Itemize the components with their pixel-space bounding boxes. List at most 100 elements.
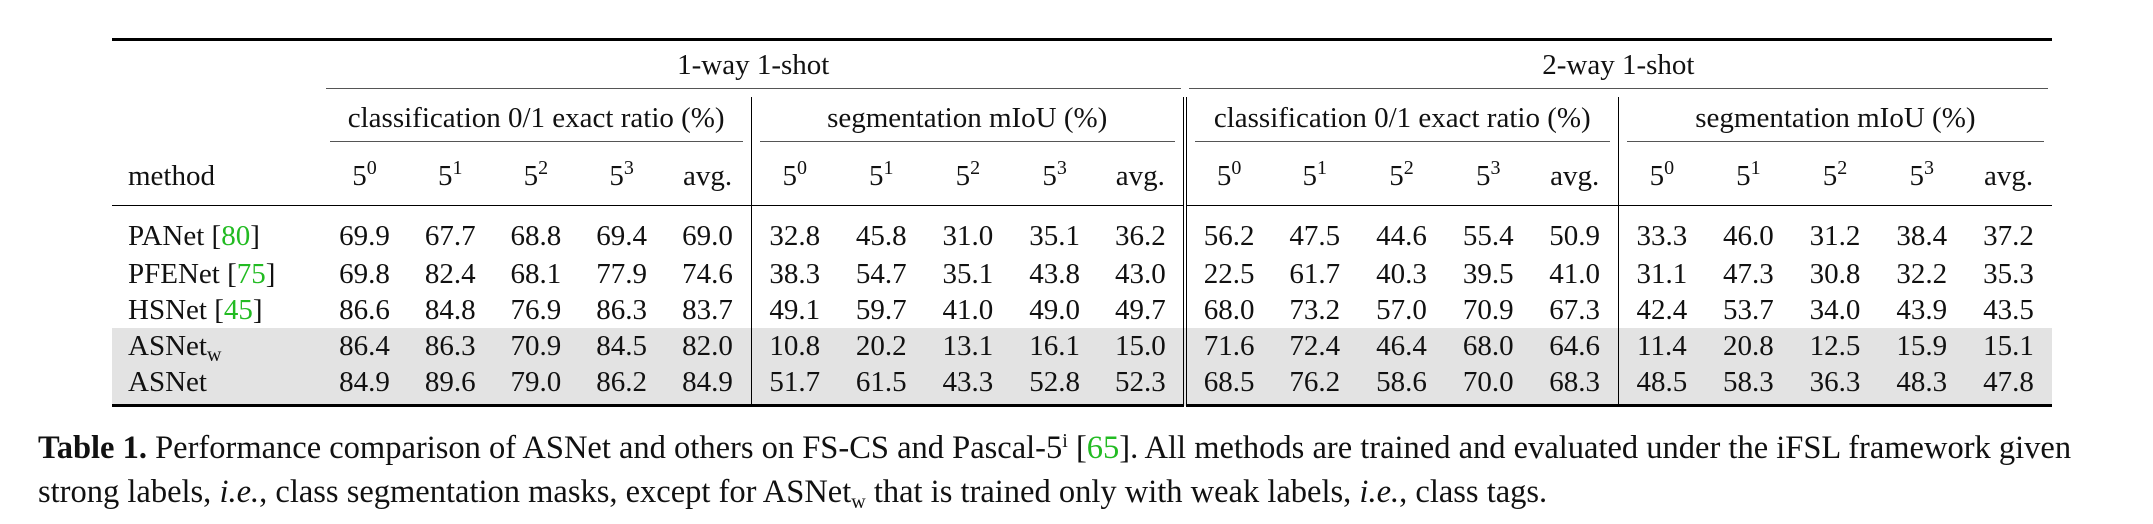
group-header-row: 1-way 1-shot 2-way 1-shot — [112, 38, 2052, 97]
fold-base: 5 — [437, 159, 453, 192]
value-cell: 61.5 — [837, 364, 925, 407]
method-header: method — [112, 147, 322, 206]
results-table-body: 1-way 1-shot 2-way 1-shot classification… — [112, 38, 2052, 407]
fold-exponent: 1 — [1750, 156, 1761, 179]
value-cell: 32.8 — [750, 205, 838, 256]
value-cell: 68.3 — [1531, 364, 1619, 407]
citation-bracket: ] — [250, 219, 260, 252]
fold-header: 53 — [1444, 147, 1532, 206]
value-cell: 35.1 — [1029, 219, 1080, 252]
value-cell: 77.9 — [596, 257, 647, 290]
value-cell: 86.4 — [321, 328, 408, 364]
value-cell: 84.9 — [664, 364, 752, 407]
fold-base: 5 — [868, 159, 884, 192]
value-cell: 70.0 — [1444, 364, 1532, 407]
value-cell: 83.7 — [682, 293, 733, 326]
method-subscript: w — [206, 343, 222, 366]
value-cell: 15.0 — [1097, 328, 1185, 364]
citation-link[interactable]: 45 — [223, 293, 253, 326]
value-cell: 38.3 — [750, 256, 838, 292]
value-cell: 68.0 — [1444, 328, 1532, 364]
value-cell: 32.2 — [1896, 257, 1948, 290]
value-cell: 89.6 — [407, 364, 494, 407]
value-cell: 52.8 — [1011, 364, 1098, 407]
value-cell: 39.5 — [1462, 257, 1514, 290]
value-cell: 47.5 — [1289, 219, 1341, 252]
value-cell: 50.9 — [1549, 219, 1601, 252]
value-cell: 86.2 — [578, 364, 665, 407]
fold-header: 51 — [407, 147, 494, 206]
fold-exponent: 2 — [1837, 156, 1848, 179]
caption-text: , class tags. — [1399, 474, 1548, 510]
value-cell: 47.3 — [1722, 257, 1774, 290]
subgroup-label: segmentation mIoU (%) — [759, 102, 1175, 142]
citation-link[interactable]: 65 — [1086, 430, 1120, 466]
group-label: 2-way 1-shot — [1188, 49, 2048, 89]
fold-exponent: 1 — [452, 156, 463, 179]
subgroup-label: segmentation mIoU (%) — [1626, 102, 2044, 142]
fold-base: 5 — [609, 159, 624, 192]
value-cell: 54.7 — [855, 257, 907, 290]
value-cell: 52.3 — [1097, 364, 1185, 407]
fold-header: 50 — [1182, 147, 1272, 206]
fold-header: 50 — [750, 147, 838, 206]
value-cell: 68.5 — [1182, 364, 1272, 407]
value-cell: 37.2 — [1983, 219, 2034, 252]
value-cell: 13.1 — [924, 328, 1012, 364]
method-cell: PFENet [75] — [112, 256, 322, 292]
method-name: ASNet — [128, 329, 207, 362]
subgroup-cls-2way: classification 0/1 exact ratio (%) — [1182, 97, 1619, 147]
fold-exponent: 3 — [1056, 156, 1067, 179]
fold-header: 52 — [924, 147, 1012, 206]
fold-base: 5 — [782, 159, 798, 192]
value-cell: 71.6 — [1182, 328, 1272, 364]
group-label: 1-way 1-shot — [325, 49, 1181, 89]
fold-base: 5 — [523, 159, 539, 192]
fold-base: 5 — [955, 159, 971, 192]
citation-link[interactable]: 80 — [221, 219, 251, 252]
value-cell: 49.0 — [1029, 293, 1080, 326]
value-cell: 46.4 — [1358, 328, 1445, 364]
value-cell: 46.0 — [1722, 219, 1774, 252]
value-cell: 84.9 — [321, 364, 408, 407]
avg-header: avg. — [664, 147, 752, 206]
method-cell: PANet [80] — [112, 206, 322, 257]
value-cell: 69.9 — [339, 219, 390, 252]
value-cell: 11.4 — [1617, 328, 1705, 364]
table-row: HSNet [45] 86.6 84.8 76.9 86.3 83.7 49.1 59.7 41… — [112, 292, 2052, 328]
value-cell: 68.8 — [510, 219, 562, 252]
fold-header: 51 — [837, 147, 925, 206]
caption-text: [ — [1067, 430, 1087, 466]
value-cell: 15.1 — [1965, 328, 2052, 364]
fold-exponent: 3 — [1923, 156, 1934, 179]
value-cell: 58.3 — [1704, 364, 1792, 407]
fold-header: 51 — [1704, 147, 1792, 206]
value-cell: 35.1 — [942, 257, 994, 290]
table-row: PFENet [75] 69.8 82.4 68.1 77.9 74.6 38.3 54.7 3… — [112, 256, 2052, 292]
value-cell: 48.5 — [1617, 364, 1705, 407]
value-cell: 10.8 — [750, 328, 838, 364]
fold-exponent: 2 — [538, 156, 549, 179]
avg-header: avg. — [1531, 147, 1619, 206]
value-cell: 68.1 — [510, 257, 562, 290]
corner-cell — [112, 97, 322, 147]
results-table-container: 1-way 1-shot 2-way 1-shot classification… — [112, 38, 2052, 407]
value-cell: 12.5 — [1791, 328, 1879, 364]
value-cell: 31.0 — [942, 219, 994, 252]
caption-text: , class segmentation masks, except for A… — [259, 474, 852, 510]
value-cell: 86.3 — [596, 293, 647, 326]
citation-link[interactable]: 75 — [236, 257, 266, 290]
value-cell: 73.2 — [1289, 293, 1341, 326]
value-cell: 67.3 — [1549, 293, 1601, 326]
caption-italic: i.e. — [1359, 474, 1400, 510]
value-cell: 72.4 — [1271, 328, 1359, 364]
value-cell: 36.2 — [1114, 219, 1166, 252]
value-cell: 68.0 — [1182, 292, 1272, 328]
value-cell: 86.3 — [407, 328, 494, 364]
group-header-2way: 2-way 1-shot — [1184, 38, 2052, 97]
value-cell: 67.7 — [424, 219, 476, 252]
value-cell: 43.5 — [1983, 293, 2034, 326]
value-cell: 15.9 — [1878, 328, 1966, 364]
fold-base: 5 — [1736, 159, 1751, 192]
value-cell: 70.9 — [493, 328, 579, 364]
